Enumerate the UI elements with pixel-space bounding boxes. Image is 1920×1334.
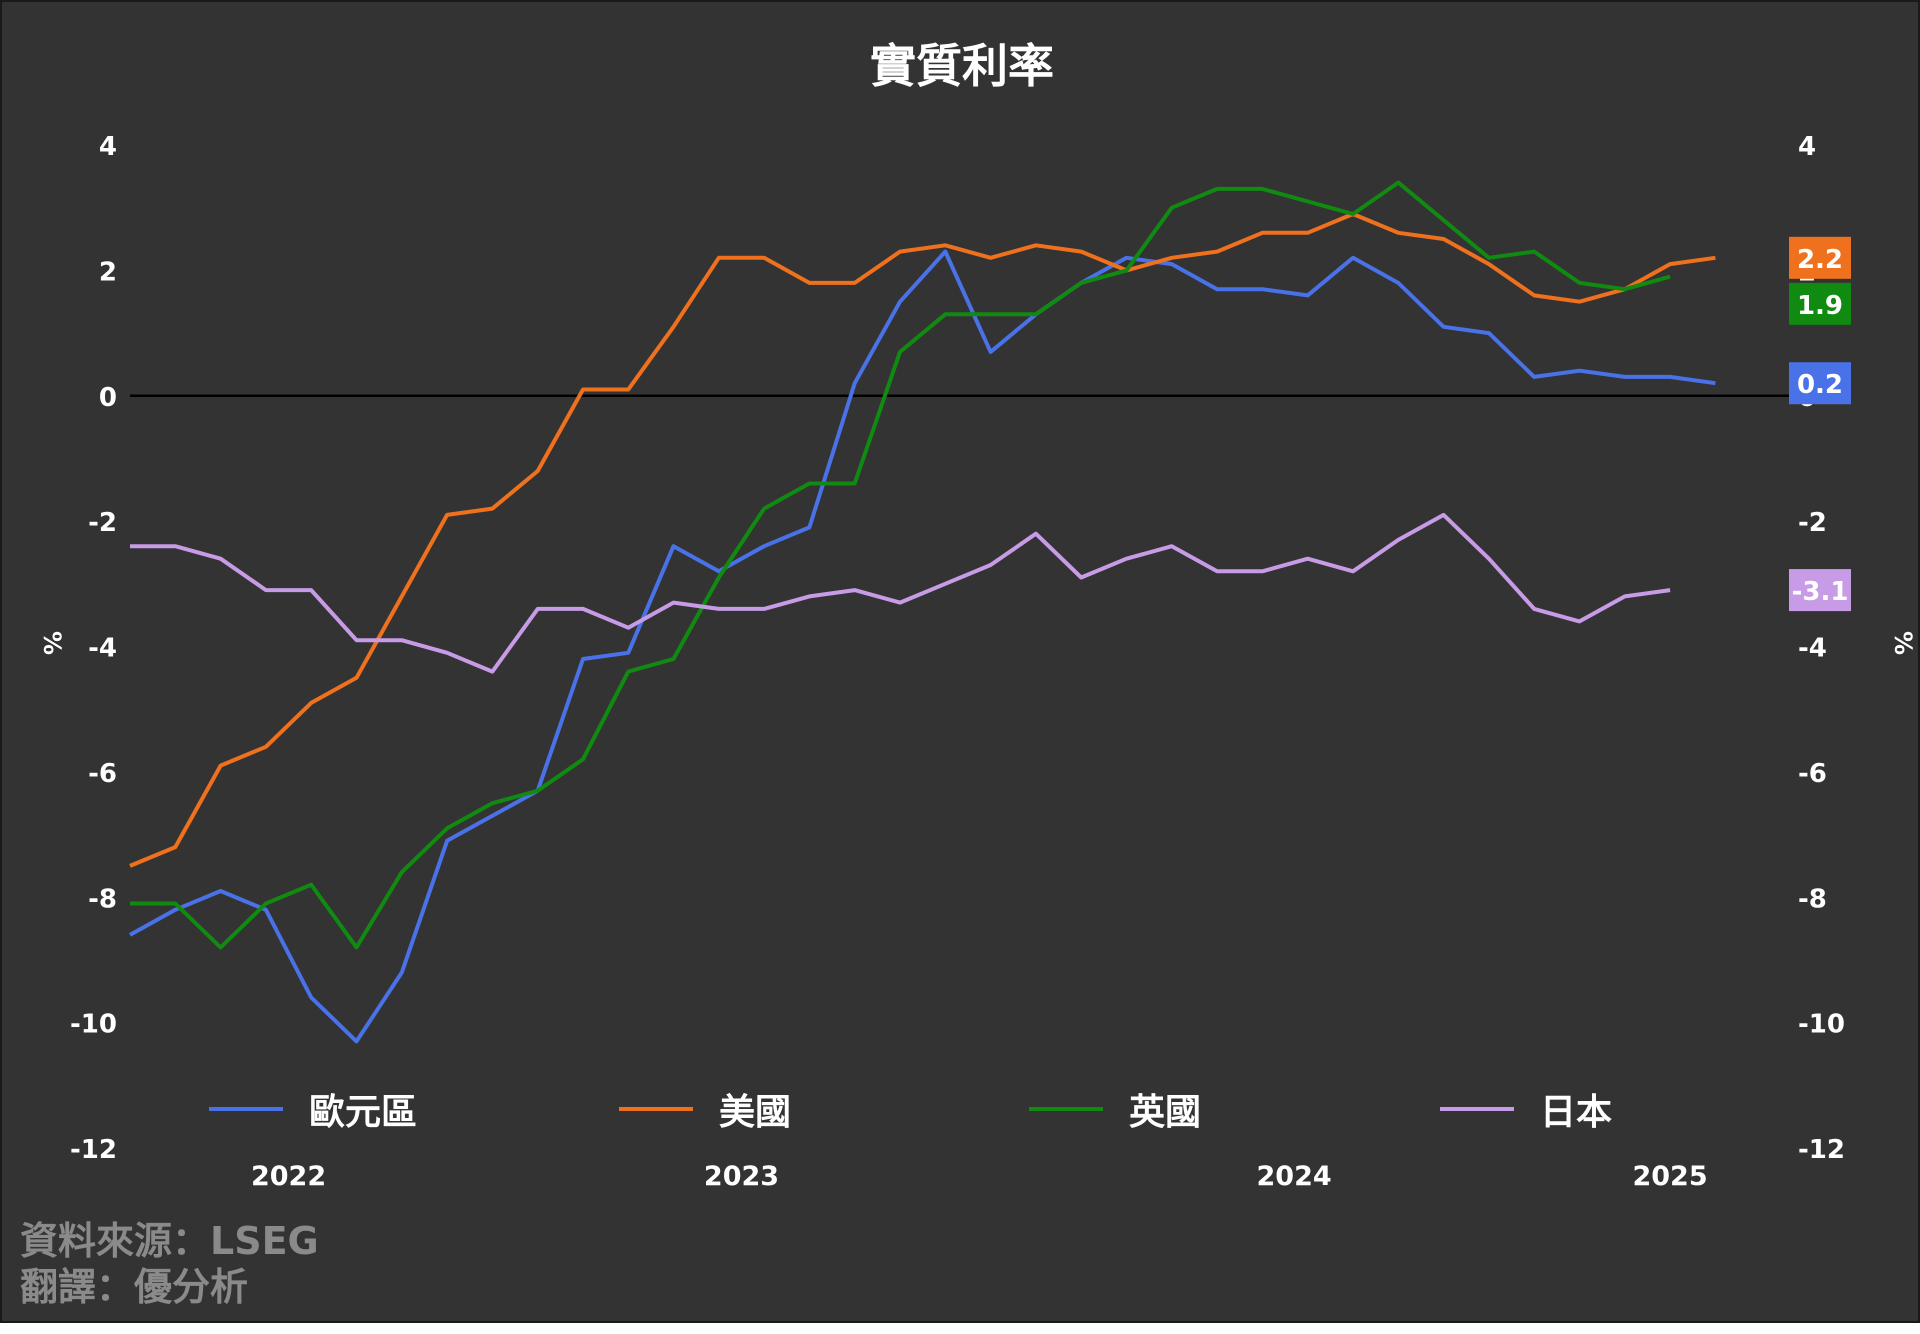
legend-swatch-japan <box>1440 1107 1514 1111</box>
y-tick-right-label: -6 <box>1798 759 1827 789</box>
end-value-label-3: -3.1 <box>1792 577 1849 607</box>
y-tick-right-label: -12 <box>1798 1135 1845 1165</box>
source-block: 資料來源：LSEG 翻譯：優分析 <box>20 1218 319 1310</box>
legend-label-eurozone: 歐元區 <box>309 1092 418 1133</box>
legend-label-japan: 日本 <box>1540 1092 1613 1133</box>
legend-label-uk: 英國 <box>1129 1092 1202 1133</box>
y-tick-right-label: -8 <box>1798 884 1827 914</box>
y-axis-label-left: % <box>38 631 66 655</box>
end-value-badge-3 <box>1789 569 1851 612</box>
x-tick-label: 2024 <box>1257 1161 1332 1192</box>
y-tick-left-label: 0 <box>99 383 117 413</box>
legend-item-japan[interactable]: 日本 <box>1440 1084 1612 1134</box>
chart-title: 實質利率 <box>870 39 1054 93</box>
series-line-0 <box>129 249 1716 1044</box>
y-tick-right-label: -10 <box>1798 1010 1845 1040</box>
legend-item-uk[interactable]: 英國 <box>1029 1084 1201 1134</box>
legend-item-eurozone[interactable]: 歐元區 <box>209 1084 417 1134</box>
y-tick-left-label: -12 <box>70 1135 117 1165</box>
translation-note: 翻譯：優分析 <box>20 1265 249 1309</box>
y-tick-right-label: -2 <box>1798 508 1827 538</box>
x-tick-label: 2023 <box>704 1161 779 1192</box>
legend: 歐元區 美國 英國 日本 <box>2 1084 1920 1134</box>
y-axis-label-right: % <box>1889 631 1917 655</box>
series-line-2 <box>130 180 1671 950</box>
source-note: 資料來源：LSEG <box>20 1219 319 1263</box>
x-tick-label: 2025 <box>1632 1161 1707 1192</box>
y-tick-left-label: -8 <box>88 884 117 914</box>
y-tick-right-label: -4 <box>1798 634 1827 664</box>
y-tick-left-label: -10 <box>70 1010 117 1040</box>
end-value-badge-2 <box>1789 282 1851 325</box>
series-line-3 <box>130 512 1671 674</box>
end-value-badge-1 <box>1789 236 1851 279</box>
y-tick-left-label: 2 <box>99 257 117 287</box>
legend-swatch-eurozone <box>209 1107 283 1111</box>
legend-swatch-uk <box>1029 1107 1103 1111</box>
series-line-1 <box>129 212 1716 868</box>
y-tick-left-label: -4 <box>88 634 117 664</box>
y-tick-left-label: -6 <box>88 759 117 789</box>
end-value-badge-0 <box>1789 362 1851 405</box>
x-tick-label: 2022 <box>251 1161 326 1192</box>
legend-item-us[interactable]: 美國 <box>619 1084 791 1134</box>
end-value-label-1: 2.2 <box>1797 245 1843 275</box>
legend-swatch-us <box>619 1107 693 1111</box>
y-tick-right-label: 4 <box>1798 132 1816 162</box>
end-value-label-2: 1.9 <box>1797 291 1843 321</box>
end-value-label-0: 0.2 <box>1797 370 1843 400</box>
y-tick-left-label: -2 <box>88 508 117 538</box>
y-tick-left-label: 4 <box>99 132 117 162</box>
legend-label-us: 美國 <box>719 1092 792 1133</box>
